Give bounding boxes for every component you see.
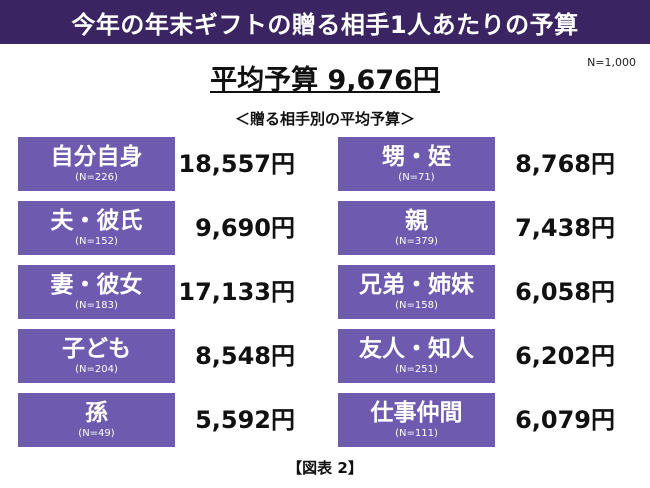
- category-name: 自分自身: [50, 144, 143, 170]
- category-label: 自分自身 (N=226): [18, 137, 175, 191]
- category-value: 17,133円: [178, 278, 295, 306]
- sample-size: N=1,000: [587, 56, 636, 69]
- category-sample-size: (N=183): [75, 300, 118, 311]
- figure-caption: 【図表 2】: [287, 459, 363, 477]
- category-label: 孫 (N=49): [18, 393, 175, 447]
- category-label: 妻・彼女 (N=183): [18, 265, 175, 319]
- category-name: 仕事仲間: [370, 400, 463, 426]
- category-name: 兄弟・姉妹: [359, 272, 474, 298]
- category-sample-size: (N=152): [75, 236, 118, 247]
- category-sample-size: (N=71): [398, 172, 435, 183]
- category-label: 仕事仲間 (N=111): [338, 393, 495, 447]
- category-value: 18,557円: [178, 150, 295, 178]
- category-name: 妻・彼女: [50, 272, 143, 298]
- category-name: 親: [405, 208, 428, 234]
- category-sample-size: (N=49): [78, 428, 115, 439]
- category-value: 6,058円: [515, 278, 615, 306]
- category-value: 9,690円: [195, 214, 295, 242]
- category-sample-size: (N=158): [395, 300, 438, 311]
- category-value: 8,548円: [195, 342, 295, 370]
- category-name: 子ども: [62, 336, 131, 362]
- category-label: 友人・知人 (N=251): [338, 329, 495, 383]
- category-sample-size: (N=204): [75, 364, 118, 375]
- category-value: 6,202円: [515, 342, 615, 370]
- category-label: 夫・彼氏 (N=152): [18, 201, 175, 255]
- category-value: 6,079円: [515, 406, 615, 434]
- overall-average: 平均予算 9,676円: [210, 65, 440, 96]
- category-sample-size: (N=111): [395, 428, 438, 439]
- subtitle: ＜贈る相手別の平均予算＞: [234, 110, 415, 128]
- category-value: 7,438円: [515, 214, 615, 242]
- category-name: 甥・姪: [382, 144, 451, 170]
- category-sample-size: (N=226): [75, 172, 118, 183]
- category-value: 5,592円: [195, 406, 295, 434]
- category-label: 兄弟・姉妹 (N=158): [338, 265, 495, 319]
- category-name: 夫・彼氏: [50, 208, 143, 234]
- category-sample-size: (N=251): [395, 364, 438, 375]
- category-value: 8,768円: [515, 150, 615, 178]
- chart-title: 今年の年末ギフトの贈る相手1人あたりの予算: [0, 0, 650, 44]
- category-label: 甥・姪 (N=71): [338, 137, 495, 191]
- category-sample-size: (N=379): [395, 236, 438, 247]
- category-name: 友人・知人: [359, 336, 474, 362]
- average-underline: [210, 91, 440, 93]
- category-label: 子ども (N=204): [18, 329, 175, 383]
- category-label: 親 (N=379): [338, 201, 495, 255]
- category-name: 孫: [85, 400, 108, 426]
